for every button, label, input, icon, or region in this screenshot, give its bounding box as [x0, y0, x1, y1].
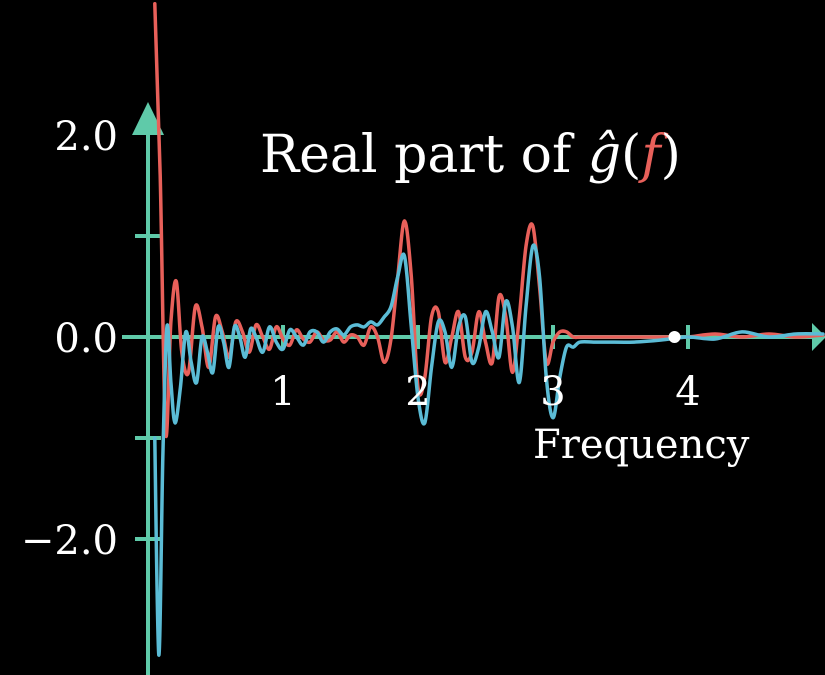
title-open-paren: (: [621, 125, 641, 185]
series-line-2: [153, 243, 825, 657]
axes: [122, 102, 825, 675]
series-line-1: [153, 1, 825, 439]
series-group: [153, 1, 825, 657]
highlight-point: [668, 331, 681, 343]
y-tick-label: 2.0: [54, 114, 118, 160]
y-tick-label: −2.0: [21, 518, 118, 564]
x-tick-label: 4: [675, 369, 700, 415]
y-axis-arrow: [132, 102, 164, 135]
x-axis-label: Frequency: [533, 422, 750, 468]
title-close-paren: ): [661, 125, 681, 185]
title-hat-symbol: ĝ: [588, 125, 621, 185]
title-prefix: Real part of: [260, 125, 588, 185]
x-tick-label: 1: [270, 369, 295, 415]
x-tick-label: 2: [405, 369, 430, 415]
labels: 1 2 3 4 2.0 0.0 −2.0: [21, 114, 701, 564]
x-tick-label: 3: [540, 369, 565, 415]
y-tick-label: 0.0: [54, 316, 118, 362]
chart-title: Real part of ĝ(f): [260, 125, 681, 185]
